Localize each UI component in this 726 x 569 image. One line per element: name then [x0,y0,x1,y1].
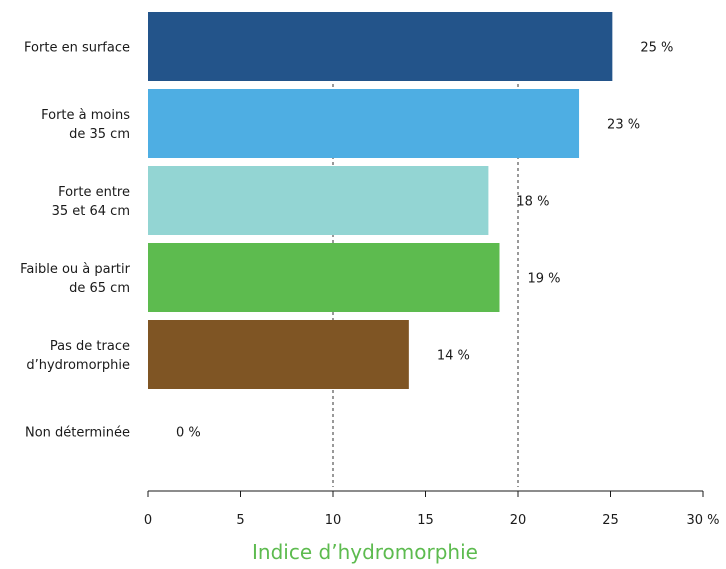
category-label-line: Pas de trace [50,339,130,354]
category-label-line: d’hydromorphie [26,358,130,373]
bar [148,166,489,235]
category-label-line: Forte à moins [41,108,130,123]
x-tick-label: 20 [510,513,527,528]
bar-value-label: 23 % [607,118,640,133]
x-tick-label: 25 [602,513,619,528]
category-label: Pas de trace d’hydromorphie [26,339,130,373]
bar-value-label: 18 % [516,195,549,210]
category-label-line: Faible ou à partir [20,262,131,277]
category-label-line: 35 et 64 cm [52,204,130,219]
bar [148,243,500,312]
bar-value-label: 25 % [640,41,673,56]
bar [148,320,409,389]
bar [148,89,580,158]
bar-value-label: 0 % [176,426,201,441]
x-axis: 0 5 10 15 20 25 30 % [144,490,720,528]
bar [148,12,613,81]
bar-value-label: 19 % [528,272,561,287]
x-tick-label: 10 [325,513,342,528]
category-label: Forte à moins de 35 cm [41,108,130,142]
category-label-line: Forte en surface [24,41,130,56]
category-label-line: de 65 cm [69,281,130,296]
category-label: Forte entre 35 et 64 cm [52,185,130,219]
category-label: Non déterminée [25,426,130,441]
x-axis-title: Indice d’hydromorphie [252,540,478,564]
x-tick-label: 0 [144,513,152,528]
category-label-line: de 35 cm [69,127,130,142]
x-tick-label: 5 [236,513,244,528]
bar-value-label: 14 % [437,349,470,364]
x-tick-label: 30 % [686,513,719,528]
category-label-line: Non déterminée [25,426,130,441]
bars [148,12,613,389]
category-label: Forte en surface [24,41,130,56]
value-labels: 25 % 23 % 18 % 19 % 14 % 0 % [176,41,673,441]
x-tick-label: 15 [417,513,434,528]
category-label: Faible ou à partir de 65 cm [20,262,131,296]
category-label-line: Forte entre [58,185,130,200]
